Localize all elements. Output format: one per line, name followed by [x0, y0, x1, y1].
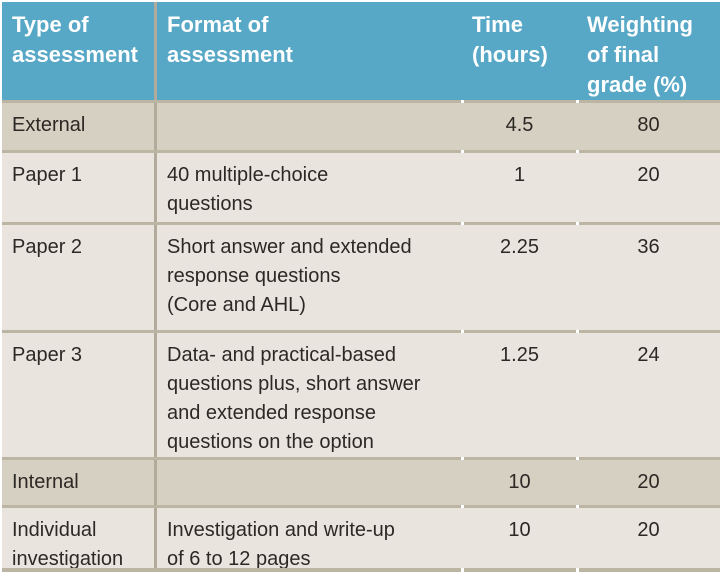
- cell-assessment-type: Paper 1: [2, 153, 157, 222]
- cell-assessment-format: Investigation and write-up of 6 to 12 pa…: [167, 519, 395, 568]
- table-row-internal: Internal 10 20: [2, 460, 720, 508]
- cell-assessment-type: Paper 3: [2, 333, 157, 457]
- column-header-format-of-assessment: Format of assessment: [167, 12, 293, 67]
- cell-weighting: 80: [637, 114, 660, 136]
- cell-assessment-type: Internal: [2, 460, 157, 505]
- cell-time-hours: 10: [508, 519, 531, 541]
- cell-time-hours: 2.25: [500, 236, 539, 258]
- cell-weighting: 24: [637, 344, 660, 366]
- cell-weighting: 20: [637, 519, 660, 541]
- cell-weighting: 36: [637, 236, 660, 258]
- cell-assessment-format: Data- and practical-based questions plus…: [167, 344, 421, 453]
- table-row-external: External 4.5 80: [2, 103, 720, 153]
- cell-time-hours: 10: [508, 471, 531, 493]
- table-row-paper-3: Paper 3 Data- and practical-based questi…: [2, 333, 720, 460]
- cell-assessment-format: Short answer and extended response quest…: [167, 236, 412, 316]
- cell-assessment-type: Individual investigation: [2, 508, 157, 568]
- cell-time-hours: 4.5: [505, 114, 534, 136]
- table-header-row: Type of assessment Format of assessment …: [2, 2, 720, 103]
- table-row-paper-1: Paper 1 40 multiple-choice questions 1 2…: [2, 153, 720, 225]
- cell-time-hours: 1.25: [500, 344, 539, 366]
- cell-assessment-type: External: [2, 103, 157, 150]
- cell-assessment-format: 40 multiple-choice questions: [167, 164, 329, 215]
- cell-time-hours: 1: [513, 164, 526, 186]
- table-row-paper-2: Paper 2 Short answer and extended respon…: [2, 225, 720, 333]
- column-header-time-hours: Time (hours): [472, 12, 548, 67]
- cell-assessment-format: [157, 103, 462, 150]
- column-header-weighting: Weighting of final grade (%): [587, 12, 693, 97]
- table-row-individual-investigation: Individual investigation Investigation a…: [2, 508, 720, 572]
- cell-assessment-format: [157, 460, 462, 505]
- cell-weighting: 20: [637, 164, 660, 186]
- cell-assessment-type: Paper 2: [2, 225, 157, 330]
- cell-weighting: 20: [637, 471, 660, 493]
- column-header-type-of-assessment: Type of assessment: [2, 2, 157, 100]
